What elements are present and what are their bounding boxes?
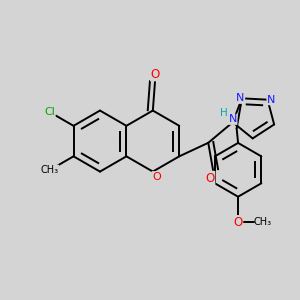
Text: O: O xyxy=(233,216,243,229)
Text: CH₃: CH₃ xyxy=(254,217,272,227)
Text: H: H xyxy=(220,108,228,118)
Text: N: N xyxy=(229,114,237,124)
Text: N: N xyxy=(236,93,245,103)
Text: Cl: Cl xyxy=(44,107,55,117)
Text: O: O xyxy=(206,172,215,184)
Text: O: O xyxy=(150,68,160,81)
Text: O: O xyxy=(152,172,161,182)
Text: CH₃: CH₃ xyxy=(40,165,59,175)
Text: N: N xyxy=(267,95,275,105)
